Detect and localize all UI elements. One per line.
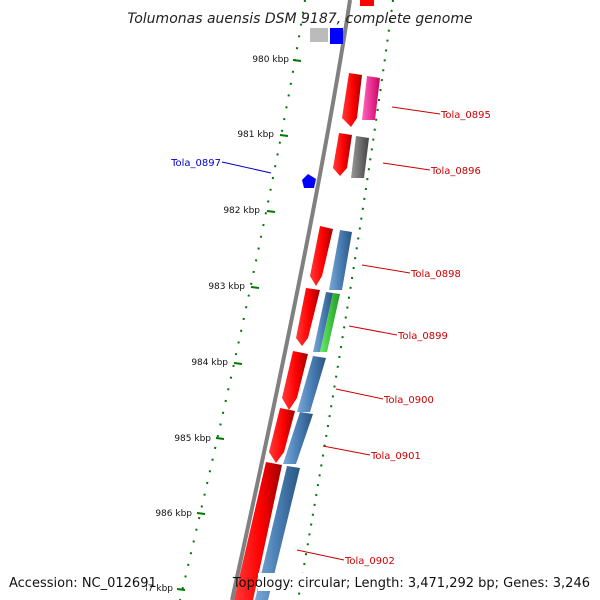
gene-tola-0901-reverse[interactable]	[283, 412, 313, 464]
top-grey-feature	[310, 28, 328, 42]
leader-line-tola-0898	[361, 264, 411, 274]
gene-tola-0901-forward[interactable]	[269, 408, 295, 463]
gene-tola-0898-reverse[interactable]	[329, 230, 352, 290]
gene-tola-0900-reverse[interactable]	[297, 356, 326, 412]
leader-line-tola-0895	[391, 106, 441, 115]
footer-accession: Accession: NC_012691	[9, 576, 157, 591]
gene-tola-0899-reverse-blue[interactable]	[313, 292, 333, 352]
gene-label-tola-0901[interactable]: Tola_0901	[370, 451, 421, 462]
leader-line-tola-0899	[348, 325, 398, 336]
gene-tola-0899-reverse-green[interactable]	[320, 293, 340, 352]
tick-mark	[196, 512, 206, 515]
map-title: Tolumonas auensis DSM 9187, complete gen…	[127, 11, 472, 27]
tick-mark	[215, 437, 225, 440]
tick-ring-inner	[179, 0, 306, 600]
tick-label: 985 kbp	[174, 434, 211, 444]
gene-label-tola-0902[interactable]: Tola_0902	[344, 556, 395, 567]
tick-label: 987 kbp	[136, 584, 173, 594]
leader-line-tola-0896	[382, 162, 431, 171]
gene-tola-0897[interactable]	[302, 174, 316, 188]
gene-tola-0896-reverse[interactable]	[351, 136, 369, 178]
tick-mark	[266, 210, 276, 213]
tick-label: 983 kbp	[208, 282, 245, 292]
genome-backbone	[230, 0, 352, 600]
leader-line-tola-0897	[221, 161, 272, 174]
footer-accession-bg	[6, 573, 146, 591]
top-red-feature	[360, 0, 374, 6]
footer-stats-bg	[258, 573, 594, 591]
tick-label: 980 kbp	[252, 55, 289, 65]
gene-tola-0898-forward[interactable]	[310, 226, 333, 286]
top-blue-feature	[330, 28, 343, 44]
tick-label: 986 kbp	[155, 509, 192, 519]
tick-label: 982 kbp	[223, 206, 260, 216]
gene-tola-0895-reverse[interactable]	[362, 76, 380, 120]
gene-tola-0902-reverse[interactable]	[255, 466, 300, 600]
leader-line-tola-0901	[322, 445, 371, 456]
tick-mark	[233, 362, 243, 365]
tick-mark	[176, 588, 186, 591]
gene-tola-0895-forward[interactable]	[342, 73, 362, 127]
tick-mark	[250, 286, 260, 289]
gene-label-tola-0897[interactable]: Tola_0897	[170, 158, 221, 169]
gene-tola-0902-forward[interactable]	[234, 462, 282, 600]
gene-tola-0896-forward[interactable]	[333, 133, 352, 176]
gene-label-tola-0900[interactable]: Tola_0900	[383, 395, 434, 406]
leader-line-tola-0902	[296, 549, 345, 561]
gene-tola-0899-forward[interactable]	[296, 288, 320, 346]
gene-label-tola-0896[interactable]: Tola_0896	[430, 166, 481, 177]
footer-stats: Topology: circular; Length: 3,471,292 bp…	[232, 576, 590, 591]
leader-line-tola-0900	[335, 388, 384, 400]
gene-tola-0900-forward[interactable]	[282, 351, 308, 410]
gene-label-tola-0899[interactable]: Tola_0899	[397, 331, 448, 342]
gene-label-tola-0895[interactable]: Tola_0895	[440, 110, 491, 121]
tick-mark	[279, 134, 289, 137]
tick-label: 984 kbp	[191, 358, 228, 368]
gene-label-tola-0898[interactable]: Tola_0898	[410, 269, 461, 280]
tick-mark	[292, 59, 302, 62]
tick-label: 981 kbp	[237, 130, 274, 140]
